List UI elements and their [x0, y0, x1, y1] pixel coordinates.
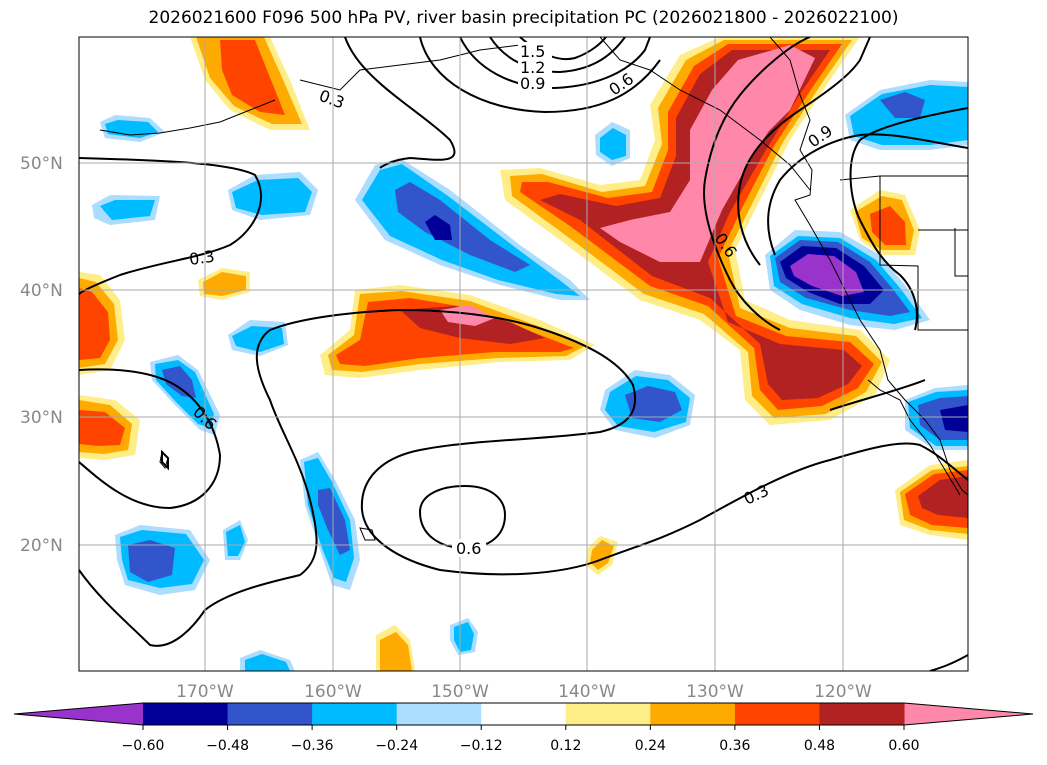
colorbar-cell [734, 703, 820, 725]
map-border [78, 36, 969, 672]
coastlines [99, 37, 968, 541]
lon-label: 170°W [176, 682, 234, 702]
colorbar-tick-label: −0.24 [375, 738, 418, 754]
pv-contours [79, 37, 968, 671]
colorbar-tick-label: 0.12 [550, 738, 581, 754]
colorbar-cell [143, 703, 229, 725]
lat-label: 30°N [20, 408, 63, 428]
colorbar-cell [312, 703, 398, 725]
contour-label: 1.2 [520, 58, 545, 77]
lon-label: 150°W [431, 682, 489, 702]
colorbar-tick-label: −0.60 [122, 738, 165, 754]
colorbar-cell [396, 703, 482, 725]
colorbar-cell [565, 703, 651, 725]
lat-label: 50°N [20, 154, 63, 174]
lat-label: 40°N [20, 281, 63, 301]
colorbar-cell [650, 703, 736, 725]
lon-label: 140°W [558, 682, 616, 702]
lon-label: 160°W [304, 682, 362, 702]
lat-label: 20°N [20, 536, 63, 556]
graticule [79, 37, 968, 671]
colorbar-tick-label: 0.60 [888, 738, 919, 754]
map-title: 2026021600 F096 500 hPa PV, river basin … [148, 8, 899, 28]
map-contents: 1.5 1.2 0.9 0.6 0.3 0.9 0.6 0.3 0.6 0.3 … [79, 37, 968, 671]
colorbar-max-extend [904, 703, 1033, 725]
colorbar-tick-label: −0.36 [291, 738, 334, 754]
colorbar-tick-label: 0.48 [804, 738, 835, 754]
positive-anomalies [79, 37, 968, 671]
lon-label: 130°W [686, 682, 744, 702]
contour-label: 1.5 [520, 42, 545, 61]
lon-label: 120°W [814, 682, 872, 702]
contour-label: 0.3 [188, 247, 216, 269]
colorbar-cell [481, 703, 567, 725]
contour-label: 0.6 [456, 539, 481, 558]
colorbar-cell [227, 703, 313, 725]
colorbar-tick-label: 0.36 [719, 738, 750, 754]
colorbar-cell [819, 703, 905, 725]
colorbar-min-extend [14, 703, 143, 725]
negative-anomalies [92, 80, 968, 671]
colorbar-tick-label: −0.12 [460, 738, 503, 754]
contour-label: 0.9 [520, 74, 545, 93]
colorbar-tick-label: 0.24 [635, 738, 666, 754]
latitude-labels: 50°N 40°N 30°N 20°N [20, 154, 63, 556]
longitude-labels: 170°W 160°W 150°W 140°W 130°W 120°W [176, 682, 872, 702]
colorbar: −0.60 −0.48 −0.36 −0.24 −0.12 0.12 0.24 0.36 0.4… [13, 702, 1034, 754]
colorbar-tick-label: −0.48 [206, 738, 249, 754]
